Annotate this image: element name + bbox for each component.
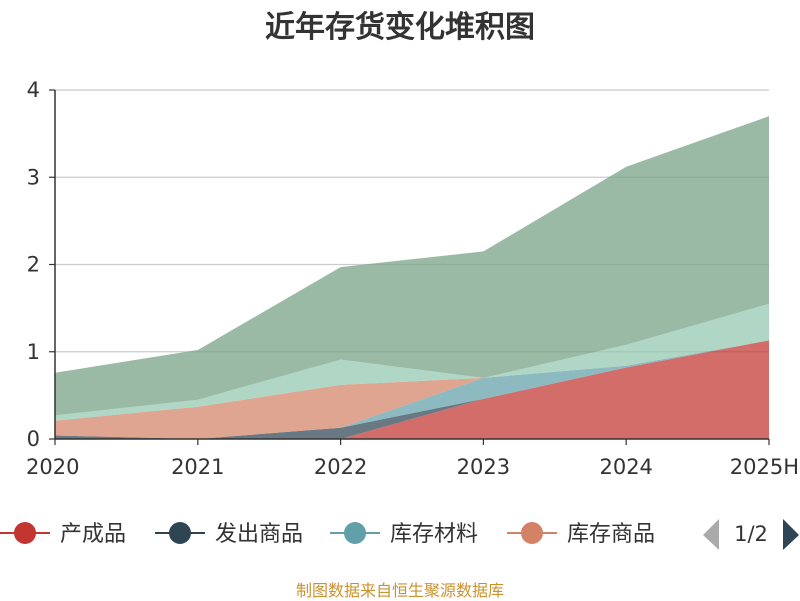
legend-label: 库存商品	[567, 522, 655, 547]
next-page-arrow-icon[interactable]	[783, 519, 799, 550]
series-area	[55, 303, 769, 421]
series-area	[55, 116, 769, 416]
legend: 产成品 发出商品 库存材料 库存商品 1/2	[0, 519, 799, 550]
series-area	[55, 340, 769, 439]
x-tick-label: 2022	[314, 455, 367, 479]
x-tick-label: 2024	[599, 455, 652, 479]
chart-title: 近年存货变化堆积图	[265, 10, 535, 45]
legend-item[interactable]: 库存材料	[330, 522, 478, 547]
legend-circle-icon	[521, 522, 543, 544]
y-tick-label: 1	[27, 340, 40, 364]
legend-item[interactable]: 库存商品	[507, 522, 655, 547]
axes: 0 1 2 3 4 2020 2021 2022 2023 2024 2025H	[26, 78, 799, 479]
prev-page-arrow-icon[interactable]	[703, 519, 719, 550]
legend-item[interactable]: 产成品	[0, 522, 126, 547]
x-tick-label: 2023	[457, 455, 510, 479]
legend-circle-icon	[169, 522, 191, 544]
legend-circle-icon	[14, 522, 36, 544]
legend-circle-icon	[344, 522, 366, 544]
y-tick-label: 2	[27, 253, 40, 277]
y-tick-label: 0	[27, 427, 40, 451]
x-tick-label: 2020	[26, 455, 79, 479]
legend-item[interactable]: 发出商品	[155, 522, 303, 547]
y-tick-label: 3	[27, 165, 40, 189]
x-tick-label: 2025H	[730, 455, 799, 479]
legend-pager: 1/2	[703, 519, 799, 550]
data-source-footer: 制图数据来自恒生聚源数据库	[295, 581, 504, 600]
series-areas	[55, 116, 769, 439]
legend-label: 库存材料	[390, 522, 478, 547]
y-tick-label: 4	[27, 78, 40, 102]
legend-label: 发出商品	[215, 522, 303, 547]
series-area	[55, 340, 769, 439]
legend-label: 产成品	[60, 522, 126, 547]
x-tick-label: 2021	[171, 455, 224, 479]
legend-page-indicator: 1/2	[734, 522, 768, 546]
